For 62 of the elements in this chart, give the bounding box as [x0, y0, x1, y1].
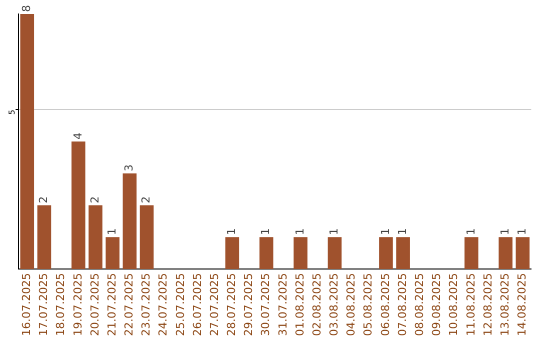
bar	[294, 237, 308, 270]
x-tick-label: 03.08.2025	[328, 273, 341, 336]
x-tick-label: 12.08.2025	[481, 273, 494, 336]
x-tick-label: 20.07.2025	[88, 273, 102, 336]
bar	[225, 237, 240, 270]
bar	[88, 205, 102, 270]
data-label: 8	[20, 5, 34, 12]
x-tick-label: 16.07.2025	[20, 273, 34, 336]
data-label: 1	[396, 228, 409, 236]
bar	[516, 237, 530, 270]
x-tick-label: 02.08.2025	[310, 273, 324, 336]
bar	[72, 142, 86, 270]
x-tick-label: 24.07.2025	[156, 273, 170, 336]
data-label: 3	[122, 164, 136, 172]
data-label: 2	[88, 196, 102, 204]
bar	[140, 205, 154, 270]
x-tick-label: 13.08.2025	[498, 273, 512, 336]
x-tick-label: 04.08.2025	[344, 273, 358, 336]
bar	[122, 173, 137, 270]
bar	[259, 237, 274, 270]
data-label: 1	[105, 228, 118, 236]
data-label: 1	[516, 228, 529, 236]
data-label: 4	[71, 132, 84, 140]
x-tick-label: 27.07.2025	[208, 273, 221, 336]
bar	[396, 237, 410, 270]
x-tick-label: 28.07.2025	[225, 273, 238, 336]
bar	[37, 205, 52, 270]
data-label: 1	[259, 228, 272, 236]
bar	[106, 237, 120, 270]
x-tick-label: 26.07.2025	[190, 273, 204, 336]
x-tick-label: 05.08.2025	[362, 273, 375, 336]
x-tick-label: 25.07.2025	[174, 273, 187, 336]
x-tick-label: 17.07.2025	[37, 273, 50, 336]
x-tick-label: 22.07.2025	[122, 273, 136, 336]
x-tick-label: 06.08.2025	[378, 273, 392, 336]
bar	[379, 237, 393, 270]
data-label: 1	[328, 228, 341, 236]
bar	[328, 237, 342, 270]
x-tick-label: 07.08.2025	[396, 273, 409, 336]
data-label: 1	[293, 228, 306, 236]
x-tick-label: 29.07.2025	[242, 273, 256, 336]
data-label: 2	[37, 196, 50, 204]
x-tick-label: 01.08.2025	[293, 273, 306, 336]
x-tick-label: 09.08.2025	[430, 273, 444, 336]
x-tick-label: 11.08.2025	[464, 273, 478, 336]
data-label: 1	[378, 228, 392, 236]
data-label: 1	[498, 228, 512, 236]
data-label: 1	[464, 228, 478, 236]
x-tick-label: 14.08.2025	[516, 273, 529, 336]
bar	[464, 237, 478, 270]
x-tick-label: 23.07.2025	[140, 273, 153, 336]
x-tick-label: 10.08.2025	[447, 273, 460, 336]
x-tick-label: 31.07.2025	[276, 273, 290, 336]
x-tick-label: 19.07.2025	[71, 273, 84, 336]
bar	[498, 237, 512, 270]
x-tick-label: 30.07.2025	[259, 273, 272, 336]
data-label: 1	[225, 228, 238, 236]
y-tick-label: 5	[8, 110, 17, 115]
x-tick-label: 18.07.2025	[54, 273, 68, 336]
x-tick-label: 21.07.2025	[105, 273, 118, 336]
x-tick-label: 08.08.2025	[413, 273, 426, 336]
data-label: 2	[140, 196, 153, 204]
